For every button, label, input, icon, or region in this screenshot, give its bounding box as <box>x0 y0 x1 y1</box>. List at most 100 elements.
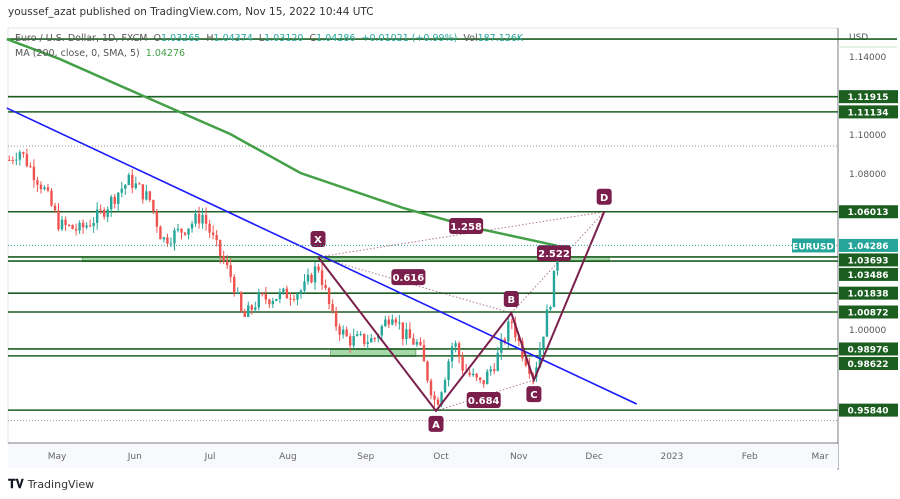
x-tick-label: Sep <box>357 452 374 462</box>
candle-body <box>303 281 306 291</box>
candle-body <box>85 225 88 228</box>
candle-body <box>327 288 331 305</box>
close-value: 1.04286 <box>316 33 356 44</box>
close-label: C <box>309 33 317 44</box>
footer: 𝐓𝐕 TradingView <box>8 477 94 492</box>
pattern-ratio-label-box <box>466 391 501 408</box>
candle-body <box>11 160 15 162</box>
pattern-point-label: A <box>432 420 440 431</box>
open-value: 1.03265 <box>161 33 201 44</box>
candle-body <box>401 322 405 339</box>
candle-body <box>99 209 102 211</box>
last-price-tag-box <box>839 238 898 252</box>
candle-body <box>412 338 415 345</box>
level-price-tag-box <box>839 356 898 370</box>
candle-body <box>363 333 366 344</box>
candle-body <box>496 352 499 371</box>
candle-body <box>408 329 412 339</box>
candle-body <box>317 266 320 271</box>
level-price-tag-box <box>839 105 898 119</box>
candle-body <box>88 225 92 227</box>
candle-body <box>50 190 53 206</box>
x-tick-label: Aug <box>279 452 297 462</box>
x-tick-label: Jun <box>127 452 142 462</box>
candle-body <box>131 174 134 188</box>
symbol-tag: EURUSD <box>792 242 834 252</box>
candle-body <box>233 276 236 294</box>
level-price-tag-box <box>839 342 898 356</box>
candle-body <box>426 361 429 381</box>
candle-body <box>345 329 348 337</box>
candle-body <box>545 309 549 337</box>
candle-body <box>162 237 166 240</box>
candle-body <box>29 166 32 168</box>
candle-body <box>78 222 81 231</box>
candle-body <box>440 392 443 405</box>
price-chart[interactable]: USD 1.14000 1.10000 1.08000 1.00000 May Jun Jul… <box>0 0 900 470</box>
candle-body <box>348 336 352 346</box>
candles <box>8 148 559 408</box>
candle-body <box>222 255 225 262</box>
candle-body <box>46 187 50 191</box>
candle-body <box>387 319 391 325</box>
candle-body <box>429 380 433 396</box>
candle-body <box>282 288 285 292</box>
tradingview-logo-text[interactable]: TradingView <box>27 478 95 491</box>
candle-body <box>74 229 78 231</box>
level-price-tag-box <box>839 403 898 417</box>
level-price-tag: 1.00872 <box>848 308 889 318</box>
candle-body <box>489 369 492 372</box>
level-price-tag: 0.98622 <box>848 360 889 370</box>
high-value: 1.04374 <box>213 33 253 44</box>
candle-body <box>510 321 514 323</box>
candle-body <box>117 192 120 204</box>
candle-body <box>243 311 246 317</box>
candle-body <box>148 191 152 201</box>
y-tick-label: 1.08000 <box>849 170 886 180</box>
candle-body <box>296 293 299 300</box>
candle-body <box>552 270 556 308</box>
candle-body <box>447 361 450 381</box>
candle-body <box>218 240 222 256</box>
candle-body <box>67 224 71 226</box>
candle-body <box>542 336 545 349</box>
level-price-tag: 1.06013 <box>848 208 889 218</box>
level-price-tag: 1.03693 <box>848 256 889 266</box>
candle-body <box>310 274 313 283</box>
ma-label: MA (200, close, 0, SMA, 5) <box>15 48 140 59</box>
x-tick-label: Feb <box>742 452 758 462</box>
candle-body <box>25 153 29 167</box>
pattern-point-label-box <box>428 415 444 432</box>
candle-body <box>366 342 369 344</box>
candle-body <box>183 232 187 235</box>
candle-body <box>43 187 46 190</box>
candle-body <box>124 184 127 189</box>
candle-body <box>380 326 383 336</box>
volume-label: Vol <box>463 33 478 44</box>
candle-body <box>341 329 345 335</box>
x-tick-label: Mar <box>812 452 829 462</box>
candle-body <box>384 319 387 327</box>
level-price-tag-box <box>839 305 898 319</box>
level-price-tag: 1.11915 <box>848 93 889 103</box>
candle-body <box>141 184 145 200</box>
chart-legend: Euro / U.S. Dollar, 1D, FXCM O1.03265 H1… <box>15 31 523 61</box>
level-price-tag: 1.01838 <box>848 290 889 300</box>
pattern-point-label-box <box>310 231 326 248</box>
candle-body <box>493 369 496 371</box>
candle-body <box>15 159 18 161</box>
candle-body <box>81 222 85 228</box>
candle-body <box>60 219 64 230</box>
y-tick-label: 1.00000 <box>849 326 886 336</box>
level-price-tag: 0.95840 <box>848 407 889 417</box>
x-tick-label: Oct <box>433 452 449 462</box>
candle-body <box>187 228 190 235</box>
pattern-ratio-label: 2.522 <box>538 249 570 260</box>
y-tick-label: 1.14000 <box>849 53 886 63</box>
pattern-ratio-label: 0.616 <box>393 273 425 284</box>
candle-body <box>57 210 60 230</box>
pattern-point-label: D <box>600 193 608 204</box>
candle-body <box>422 345 426 362</box>
x-tick-label: Jul <box>204 452 216 462</box>
candle-body <box>36 180 39 185</box>
